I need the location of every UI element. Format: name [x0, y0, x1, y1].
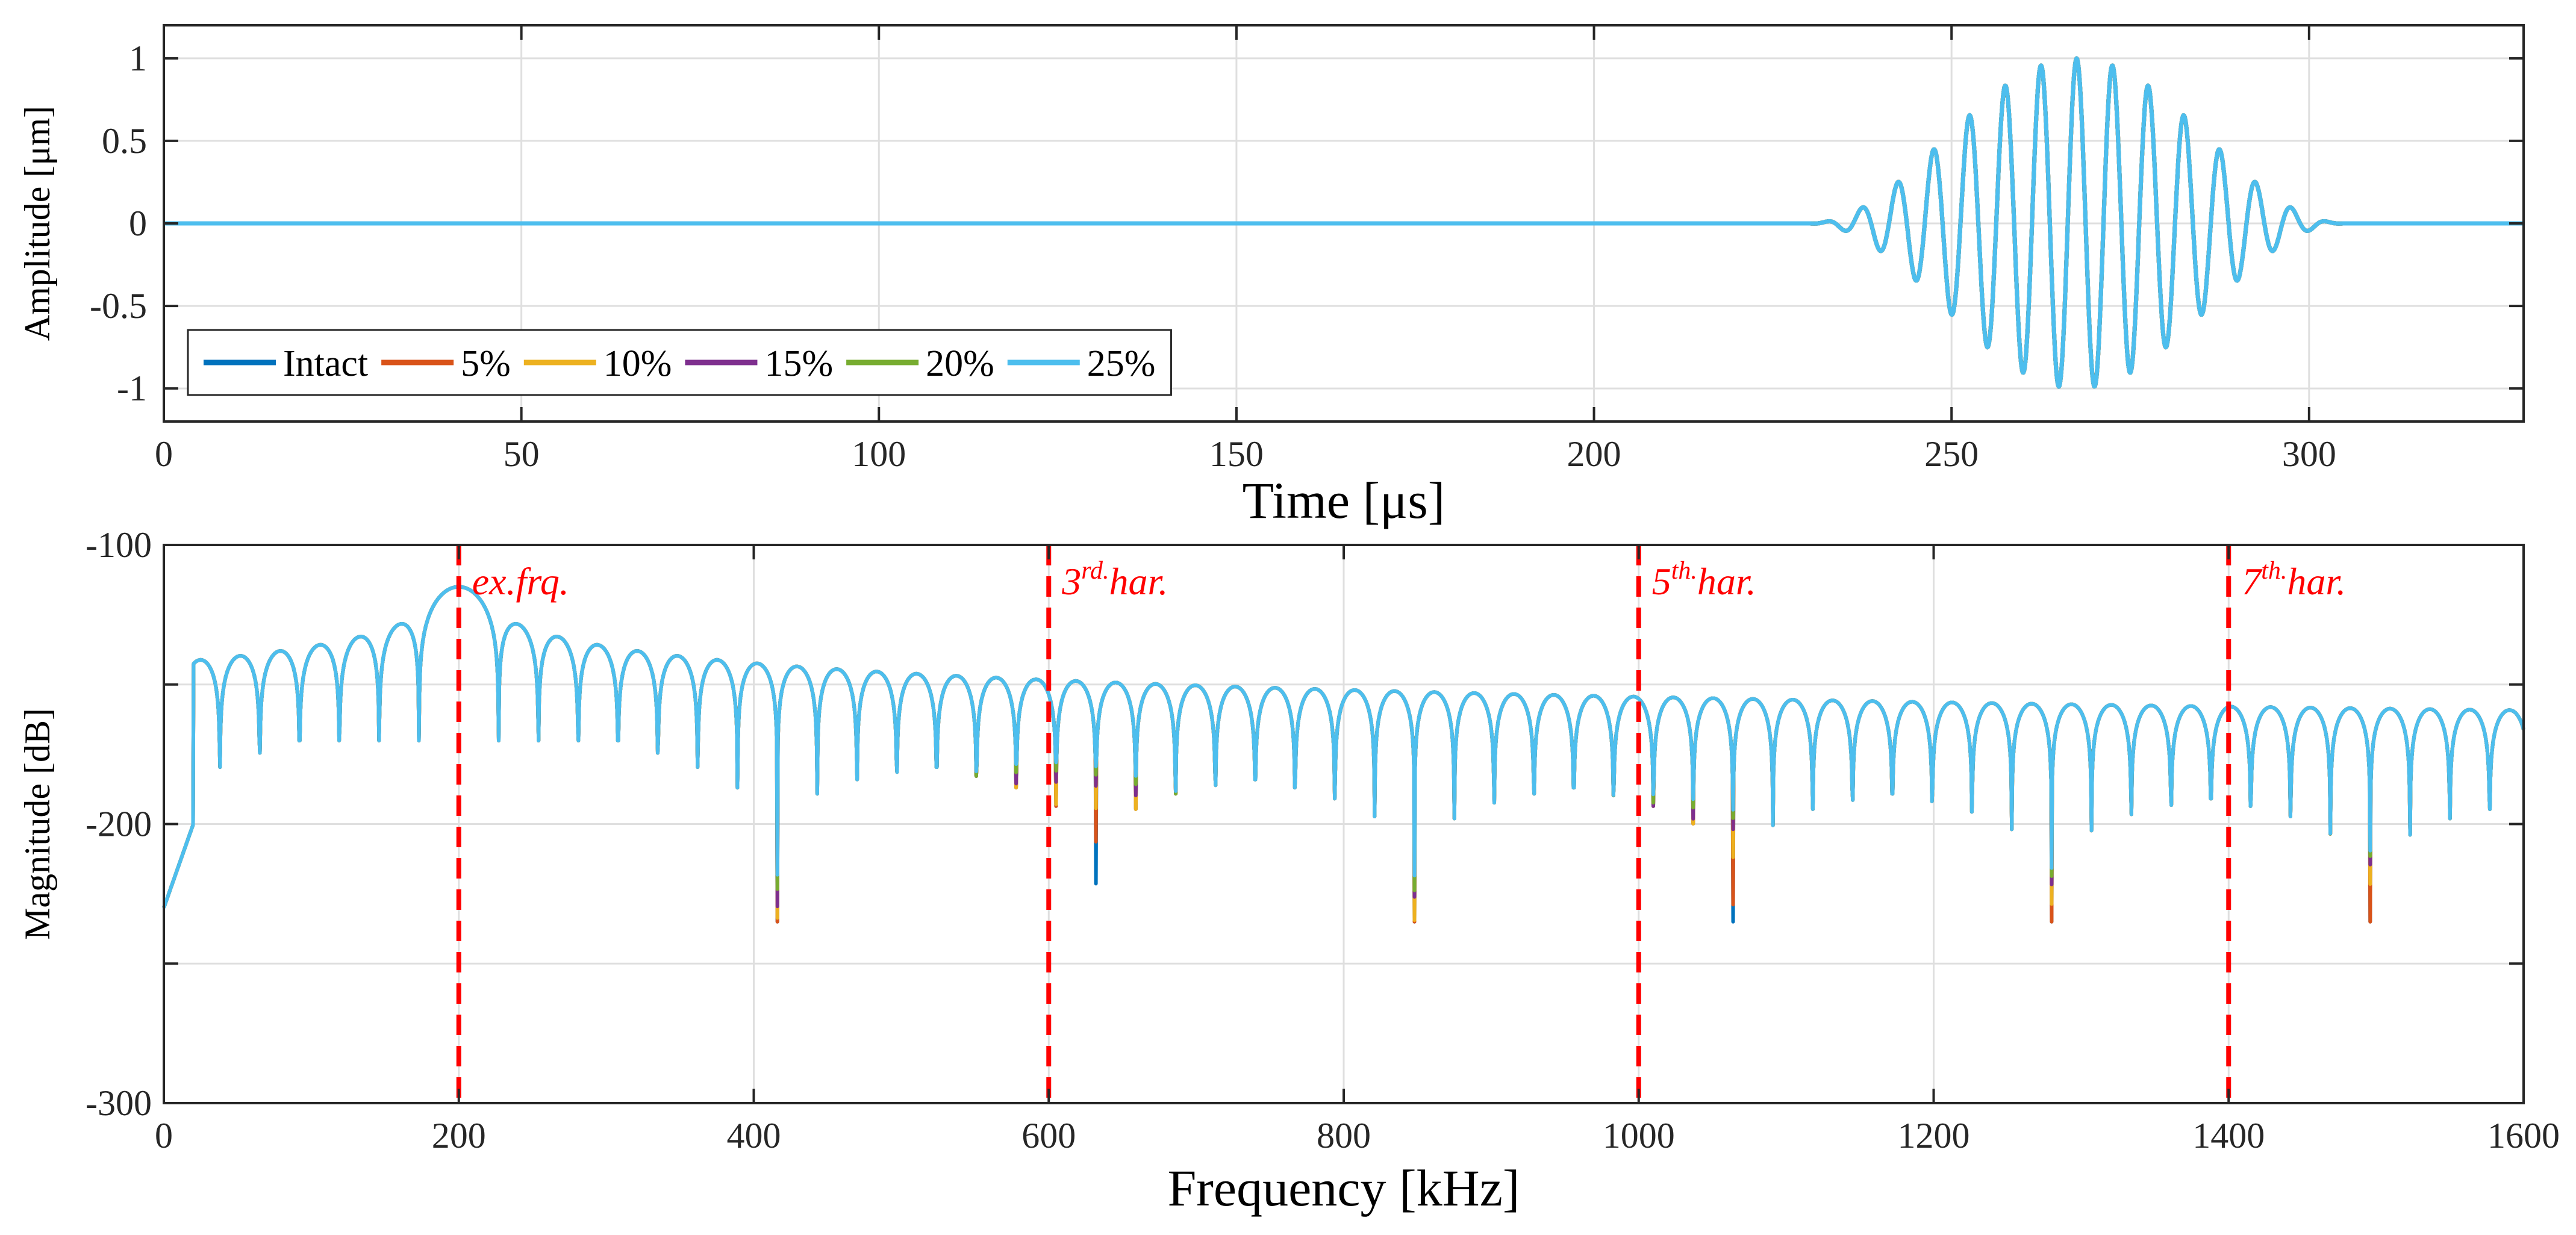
freq-x-tick-label: 1600: [2487, 1116, 2560, 1156]
time-x-tick-label: 200: [1567, 434, 1621, 474]
freq-x-tick-label: 1400: [2192, 1116, 2265, 1156]
time-y-tick-label: 0: [129, 204, 147, 243]
marker-200: ex.frq.: [456, 545, 569, 1103]
freq-x-label: Frequency [kHz]: [1167, 1159, 1520, 1217]
harmonic-markers: ex.frq. 3rd.har. 5th.har. 7th.har.: [456, 545, 2346, 1103]
time-x-tick-label: 300: [2282, 434, 2336, 474]
marker-label: 7th.har.: [2242, 557, 2346, 603]
freq-traces: [162, 585, 2525, 924]
time-y-tick-label: -1: [117, 369, 147, 408]
legend-label: Intact: [283, 343, 368, 384]
time-y-tick-label: 1: [129, 39, 147, 78]
marker-1400: 7th.har.: [2226, 545, 2346, 1103]
legend-label: 15%: [764, 343, 833, 384]
freq-y-tick-label: -100: [86, 525, 152, 565]
marker-600: 3rd.har.: [1046, 545, 1168, 1103]
time-x-label: Time [μs]: [1243, 471, 1445, 529]
marker-1000: 5th.har.: [1636, 545, 1756, 1103]
freq-x-tick-label: 800: [1317, 1116, 1371, 1156]
legend-item-p20: 20%: [846, 343, 994, 384]
freq-grid: [164, 544, 2524, 1104]
time-x-tick-label: 50: [504, 434, 540, 474]
legend-item-p5: 5%: [381, 343, 511, 384]
freq-y-label: Magnitude [dB]: [17, 708, 57, 940]
marker-label: 3rd.har.: [1061, 557, 1168, 603]
marker-label: ex.frq.: [472, 560, 569, 603]
time-y-tick-label: 0.5: [102, 121, 147, 161]
freq-y-tick-label: -300: [86, 1083, 152, 1123]
time-y-tick-label: -0.5: [90, 286, 147, 326]
legend-box: [187, 329, 1172, 396]
legend-item-p10: 10%: [523, 343, 672, 384]
time-traces: [162, 56, 2525, 389]
legend-item-intact: Intact: [204, 343, 368, 384]
freq-x-tick-label: 1200: [1898, 1116, 1970, 1156]
legend-label: 20%: [926, 343, 994, 384]
freq-x-tick-label: 400: [727, 1116, 781, 1156]
freq-ticks: 0 200 400 600 800 1000 1200 1400 1600 -100 -200 -30…: [86, 525, 2560, 1156]
legend-item-p15: 15%: [685, 343, 833, 384]
time-y-label: Amplitude [μm]: [17, 106, 57, 341]
time-x-tick-label: 100: [852, 434, 906, 474]
legend-item-p25: 25%: [1007, 343, 1156, 384]
freq-x-tick-label: 600: [1021, 1116, 1076, 1156]
legend-label: 5%: [461, 343, 511, 384]
freq-x-tick-label: 200: [432, 1116, 486, 1156]
time-series-p25: [162, 56, 2525, 389]
freq-series-p25: [162, 585, 2525, 909]
legend-label: 10%: [603, 343, 672, 384]
freq-x-tick-label: 0: [155, 1116, 173, 1156]
legend-label: 25%: [1087, 343, 1156, 384]
freq-y-tick-label: -200: [86, 804, 152, 844]
frequency-domain-panel: ex.frq. 3rd.har. 5th.har. 7th.har. 0 200 400 6…: [17, 525, 2560, 1217]
time-x-tick-label: 250: [1924, 434, 1979, 474]
freq-x-tick-label: 1000: [1603, 1116, 1675, 1156]
time-x-tick-label: 0: [155, 434, 173, 474]
time-x-tick-label: 150: [1209, 434, 1264, 474]
marker-label: 5th.har.: [1652, 557, 1756, 603]
time-ticks: 0 50 100 150 200 250 300 1 0.5 0 -0.5 -1: [90, 25, 2524, 474]
legend: Intact 5% 10% 15% 20% 25%: [187, 329, 1172, 396]
